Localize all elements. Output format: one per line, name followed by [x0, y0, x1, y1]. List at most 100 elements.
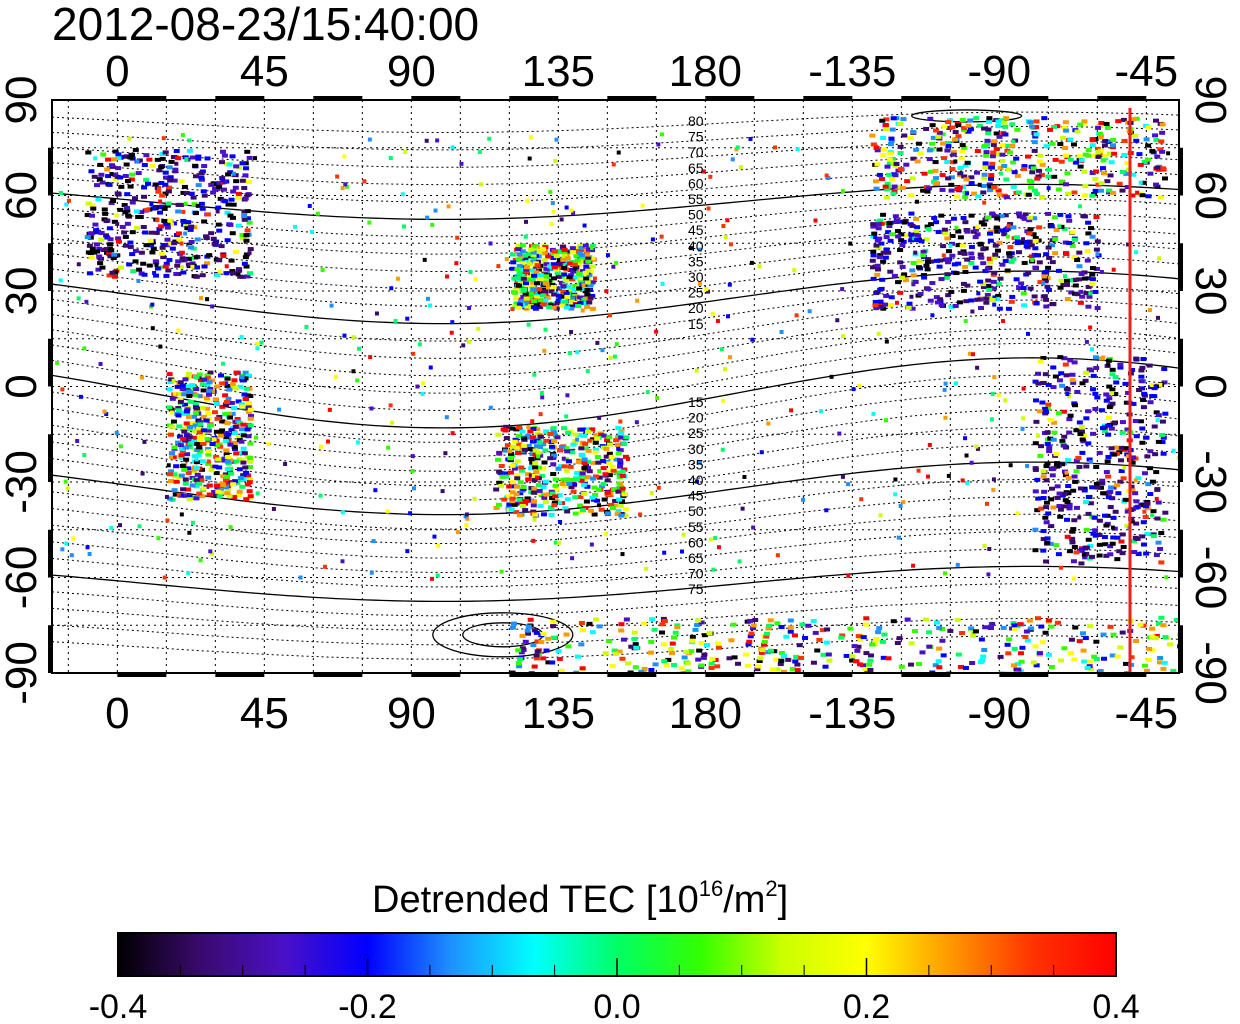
tec-cell: [570, 489, 577, 494]
tec-cell: [589, 243, 596, 248]
tec-cell: [190, 195, 197, 200]
tec-cell: [569, 450, 576, 455]
tec-cell: [216, 494, 223, 499]
tec-cell: [1120, 476, 1127, 481]
tec-cell: [1002, 132, 1009, 137]
tec-cell: [878, 302, 885, 307]
tec-cell: [1112, 445, 1119, 450]
tec-cell: [618, 428, 625, 433]
tec-cell: [1050, 302, 1057, 307]
tec-cell: [158, 165, 165, 170]
tec-cell: [157, 205, 164, 210]
tec-cell: [198, 478, 205, 483]
tec-cell: [519, 249, 526, 254]
tec-cell: [1159, 432, 1166, 437]
tec-cell: [571, 262, 578, 267]
tec-cell: [1120, 544, 1127, 549]
tec-cell: [205, 452, 212, 457]
tec-cell: [936, 130, 943, 135]
tec-cell: [551, 276, 558, 281]
tec-cell: [689, 638, 696, 643]
tec-cell: [1093, 481, 1100, 486]
tec-cell: [932, 663, 939, 668]
tec-cell: [1109, 401, 1116, 406]
tec-cell: [532, 461, 539, 466]
tec-cell: [243, 470, 250, 475]
tec-cell: [245, 410, 252, 415]
tec-cell: [1032, 235, 1039, 240]
tec-cell: [187, 138, 192, 143]
tec-cell: [1043, 478, 1050, 483]
tec-cell: [891, 273, 898, 278]
tec-cell: [908, 211, 915, 216]
tec-cell: [569, 329, 574, 334]
tec-cell: [1115, 491, 1122, 496]
tec-cell: [220, 187, 227, 192]
tec-cell: [932, 176, 939, 181]
tec-cell: [742, 474, 747, 479]
tec-cell: [1057, 514, 1064, 519]
tec-cell: [934, 300, 941, 305]
tec-cell: [92, 222, 99, 227]
tec-cell: [1097, 485, 1104, 490]
tec-cell: [577, 243, 584, 248]
tec-cell: [235, 191, 242, 196]
tec-cell: [1109, 653, 1116, 658]
tec-cell: [155, 189, 162, 194]
tec-cell: [1004, 268, 1011, 273]
tec-cell: [721, 398, 726, 403]
tec-cell: [725, 218, 730, 223]
tec-cell: [91, 174, 98, 179]
tec-cell: [1099, 166, 1106, 171]
tec-cell: [559, 482, 566, 487]
tec-cell: [813, 218, 818, 223]
tec-cell: [224, 210, 231, 215]
tec-cell: [1107, 624, 1114, 629]
tec-cell: [186, 444, 193, 449]
tec-cell: [884, 164, 891, 169]
tec-cell: [907, 662, 914, 667]
tec-cell: [425, 296, 430, 301]
tec-cell: [1090, 387, 1097, 392]
tec-cell: [1088, 368, 1095, 373]
tec-cell: [963, 299, 970, 304]
tec-cell: [976, 123, 983, 128]
tec-cell: [530, 253, 537, 258]
tec-cell: [1102, 542, 1109, 547]
tec-cell: [152, 182, 159, 187]
tec-cell: [1082, 500, 1089, 505]
tec-cell: [168, 377, 175, 382]
tec-cell: [944, 272, 951, 277]
y-tick-label-right: -60: [1186, 546, 1235, 610]
contour-line: [52, 285, 1179, 342]
tec-cell: [218, 490, 225, 495]
tec-cell: [1076, 264, 1083, 269]
tec-cell: [1052, 157, 1059, 162]
tec-cell: [995, 119, 1002, 124]
tec-cell: [558, 274, 565, 279]
tec-cell: [1076, 154, 1083, 159]
tec-cell: [663, 663, 670, 668]
tec-cell: [954, 225, 959, 230]
frame-tick-left: [48, 434, 52, 482]
tec-cell: [520, 288, 527, 293]
tec-cell: [1062, 274, 1067, 279]
tec-cell: [967, 118, 974, 123]
tec-cell: [985, 278, 992, 283]
tec-cell: [959, 117, 966, 122]
tec-cell: [1049, 243, 1056, 248]
tec-cell: [1164, 575, 1169, 580]
tec-cell: [926, 157, 933, 162]
tec-cell: [411, 351, 416, 356]
tec-cell: [197, 475, 204, 480]
tec-cell: [246, 480, 253, 485]
tec-cell: [103, 247, 110, 252]
tec-cell: [551, 500, 558, 505]
tec-cell: [1025, 270, 1032, 275]
tec-cell: [1154, 487, 1161, 492]
tec-cell: [464, 512, 469, 517]
tec-cell: [144, 208, 151, 213]
tec-cell: [873, 145, 880, 150]
tec-cell: [109, 525, 114, 530]
tec-cell: [1003, 177, 1010, 182]
